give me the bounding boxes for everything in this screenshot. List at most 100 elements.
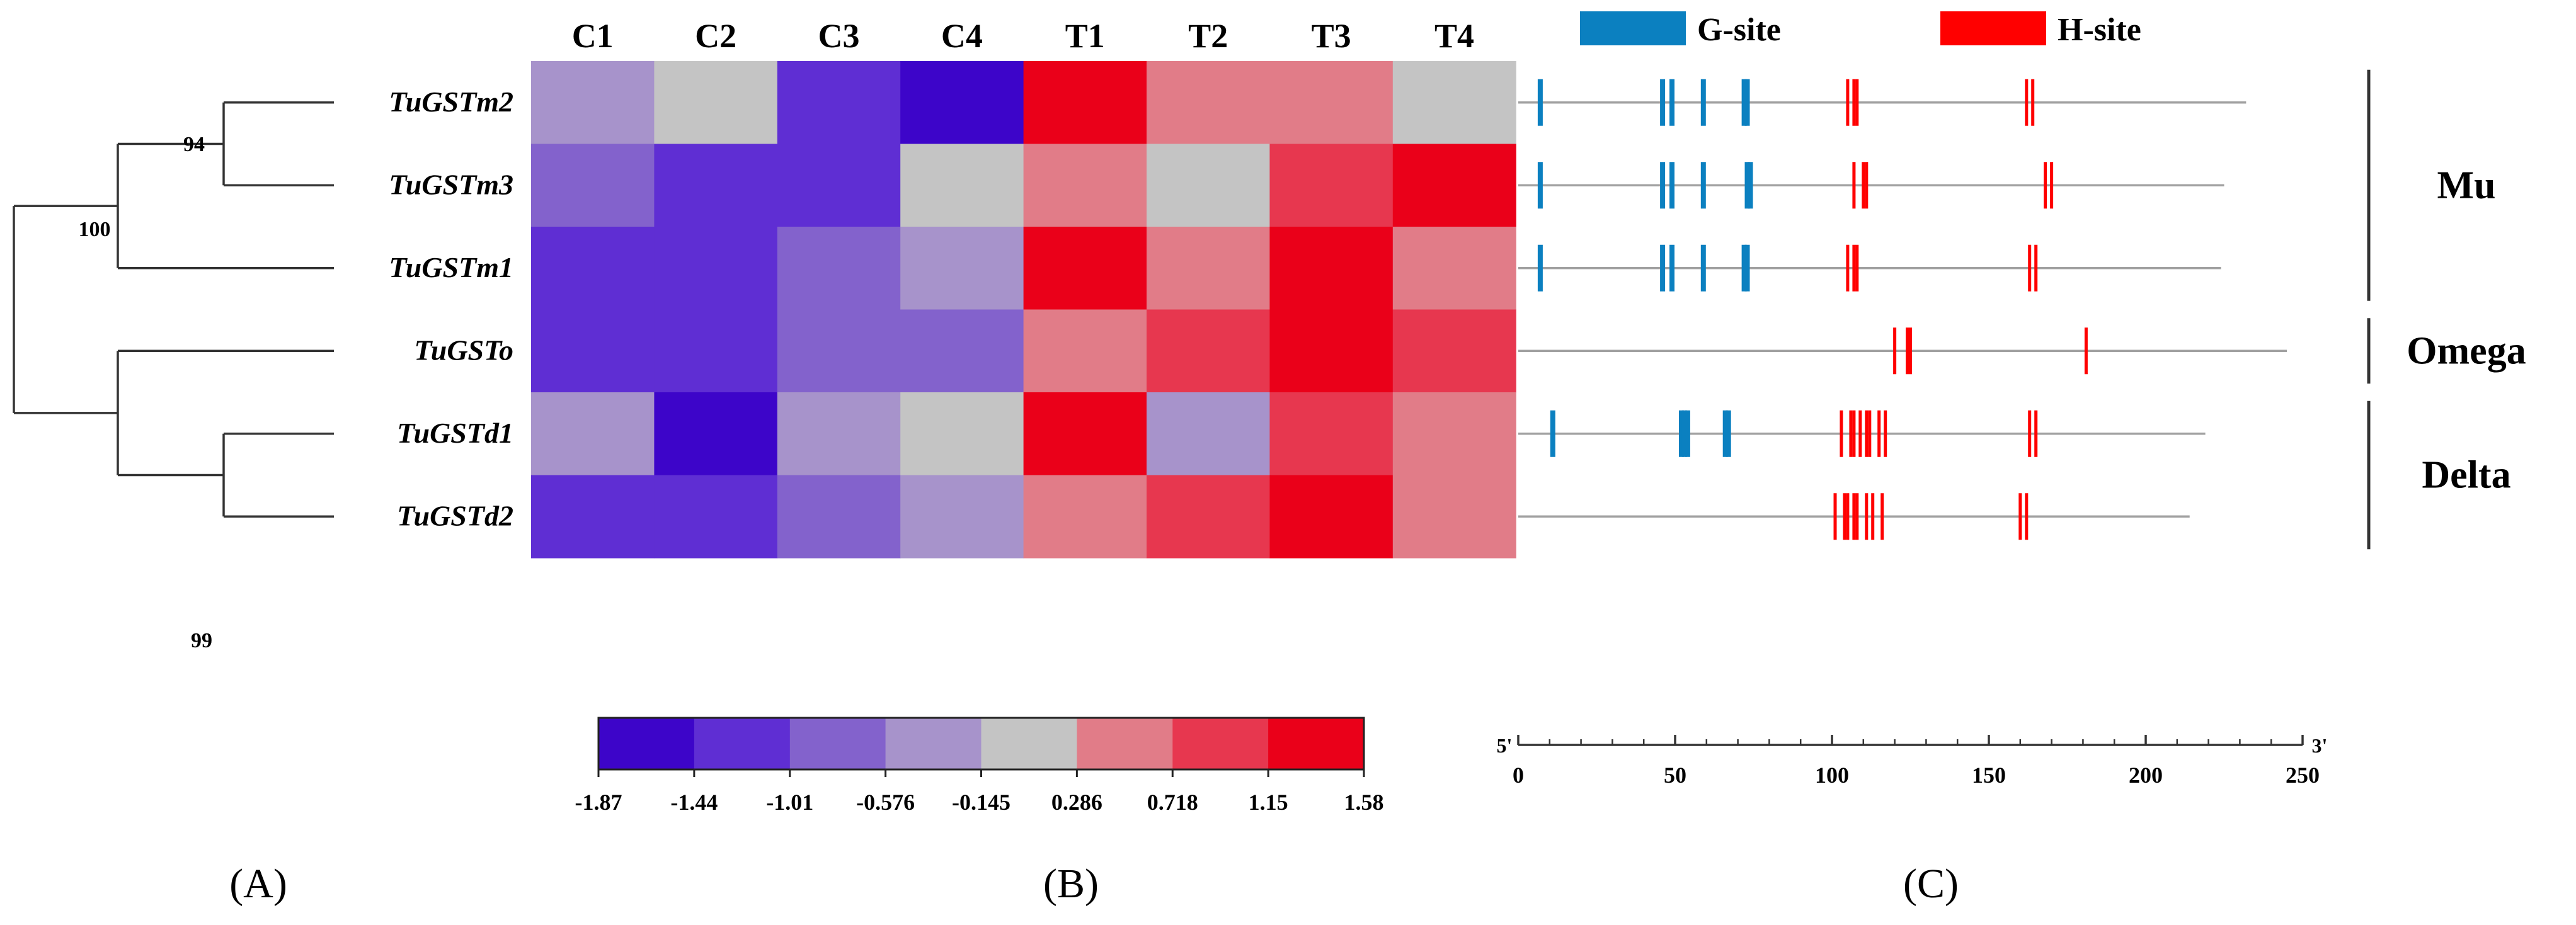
h-site-mark-9 (2034, 410, 2038, 457)
heatmap-cell-tugstd1-c4 (900, 392, 1024, 476)
panel-label-c: (C) (1903, 861, 1959, 907)
h-site-mark-2 (1846, 493, 1850, 540)
scale-swatch-0 (598, 718, 695, 769)
scale-label-7: 1.15 (1249, 790, 1288, 815)
bootstrap-mu-clade: 100 (79, 218, 111, 241)
class-label-delta: Delta (2422, 454, 2510, 497)
h-site-mark-8 (2018, 493, 2022, 540)
phylogenetic-tree: 94 100 99 TuGSTm2TuGSTm3TuGSTm1TuGSToTuG… (13, 86, 513, 907)
heatmap-cell-tugstm2-c4 (900, 61, 1024, 145)
heatmap-cell-tugstm2-c1 (531, 61, 655, 145)
motif-row-tugstd2 (1518, 493, 2190, 540)
heatmap-cells (531, 61, 1516, 559)
scale-swatch-6 (1172, 718, 1269, 769)
heatmap-cell-tugstd1-c2 (654, 392, 778, 476)
scale-label-8: 1.58 (1344, 790, 1384, 815)
tree-branches (13, 101, 334, 518)
h-site-mark-7 (1880, 493, 1884, 540)
heatmap-cell-tugstd2-c4 (900, 475, 1024, 559)
tree-label-tugstm3: TuGSTm3 (389, 168, 513, 200)
motif-row-tugstm1 (1518, 244, 2221, 292)
g-site-mark-0 (1550, 410, 1555, 457)
heatmap-cell-tugstd1-t1 (1023, 392, 1147, 476)
expression-heatmap: C1 C2 C3 C4 T1 T2 T3 T4 -1.87 -1.44 -1.01 -0.576 -0… (531, 17, 1516, 907)
h-site-mark-1 (1849, 410, 1853, 457)
heatmap-cell-tugstd1-t3 (1269, 392, 1394, 476)
tree-label-tugstm2: TuGSTm2 (389, 86, 513, 118)
g-site-mark-5 (1744, 244, 1750, 292)
h-site-mark-2 (1852, 410, 1856, 457)
heatmap-cell-tugstm3-c1 (531, 144, 655, 227)
h-site-mark-3 (2044, 162, 2047, 209)
motif-row-tugstd1 (1518, 410, 2206, 457)
h-site-mark-1 (1852, 244, 1856, 292)
motif-map: G-site H-site Mu Omega Delta 5' 3' 0 50 100 15… (1497, 11, 2526, 907)
g-site-mark-0 (1537, 244, 1543, 292)
heatmap-column-t4: T4 (1434, 17, 1474, 55)
h-site-mark-2 (1855, 244, 1859, 292)
heatmap-cell-tugstd2-t4 (1392, 475, 1516, 559)
heatmap-cell-tugsto-t2 (1147, 309, 1270, 393)
h-site-mark-2 (1909, 327, 1912, 375)
g-site-mark-0 (1537, 79, 1543, 126)
scale-label-0: -1.87 (575, 790, 622, 815)
heatmap-cell-tugstm3-t1 (1023, 144, 1147, 227)
g-site-mark-5 (1726, 410, 1731, 457)
tree-gene-labels: TuGSTm2 TuGSTm3 TuGSTm1 TuGSTo TuGSTd1 TuGSTd… (389, 86, 513, 532)
h-site-mark-1 (1852, 79, 1856, 126)
legend-label-g-site: G-site (1697, 12, 1781, 48)
h-site-mark-6 (1877, 410, 1881, 457)
scale-swatch-4 (981, 718, 1077, 769)
h-site-mark-4 (1855, 493, 1859, 540)
g-site-mark-4 (1741, 244, 1747, 292)
heatmap-cell-tugstm1-c1 (531, 227, 655, 310)
g-site-mark-4 (1744, 162, 1750, 209)
heatmap-cell-tugstm1-t3 (1269, 227, 1394, 310)
heatmap-cell-tugstm3-t4 (1392, 144, 1516, 227)
g-site-mark-3 (1685, 410, 1690, 457)
scale-swatch-7 (1268, 718, 1365, 769)
axis-tick-label-50: 50 (1664, 763, 1686, 788)
legend-label-h-site: H-site (2058, 12, 2141, 48)
heatmap-cell-tugstm1-c3 (777, 227, 901, 310)
motif-row-tugstm2 (1518, 79, 2247, 126)
heatmap-cell-tugstm1-c2 (654, 227, 778, 310)
heatmap-cell-tugsto-c3 (777, 309, 901, 393)
heatmap-cell-tugstm2-t1 (1023, 61, 1147, 145)
heatmap-cell-tugsto-c2 (654, 309, 778, 393)
motif-length-axis: 5' 3' 0 50 100 150 200 250 (1497, 734, 2328, 788)
h-site-mark-8 (2028, 410, 2032, 457)
heatmap-cell-tugstd1-c3 (777, 392, 901, 476)
h-site-mark-6 (1871, 493, 1875, 540)
heatmap-cell-tugstm1-t1 (1023, 227, 1147, 310)
h-site-mark-7 (1884, 410, 1887, 457)
heatmap-cell-tugstm3-c2 (654, 144, 778, 227)
panel-label-b: (B) (1043, 861, 1099, 907)
h-site-mark-3 (1858, 410, 1862, 457)
h-site-mark-0 (1846, 244, 1850, 292)
g-site-mark-2 (1681, 410, 1687, 457)
axis-tick-label-150: 150 (1972, 763, 2006, 788)
heatmap-cell-tugstm1-t4 (1392, 227, 1516, 310)
tree-label-tugsto: TuGSTo (414, 334, 513, 366)
panel-label-a: (A) (229, 861, 287, 907)
g-site-mark-5 (1744, 79, 1750, 126)
scale-swatch-5 (1077, 718, 1173, 769)
h-site-mark-9 (2025, 493, 2029, 540)
heatmap-cell-tugsto-t1 (1023, 309, 1147, 393)
heatmap-column-headers: C1 C2 C3 C4 T1 T2 T3 T4 (572, 17, 1474, 55)
g-site-mark-1 (1660, 79, 1666, 126)
heatmap-column-t3: T3 (1312, 17, 1351, 55)
heatmap-cell-tugstm1-t2 (1147, 227, 1270, 310)
class-label-mu: Mu (2437, 164, 2496, 207)
heatmap-cell-tugstd2-c1 (531, 475, 655, 559)
g-site-mark-4 (1741, 79, 1747, 126)
heatmap-cell-tugstm3-c4 (900, 144, 1024, 227)
heatmap-column-t1: T1 (1065, 17, 1105, 55)
legend-swatch-h-site (1940, 11, 2046, 45)
heatmap-cell-tugstm3-t2 (1147, 144, 1270, 227)
h-site-mark-0 (1840, 410, 1843, 457)
heatmap-color-scale (597, 717, 1365, 777)
scale-label-4: -0.145 (952, 790, 1010, 815)
motif-rows (1518, 79, 2287, 540)
